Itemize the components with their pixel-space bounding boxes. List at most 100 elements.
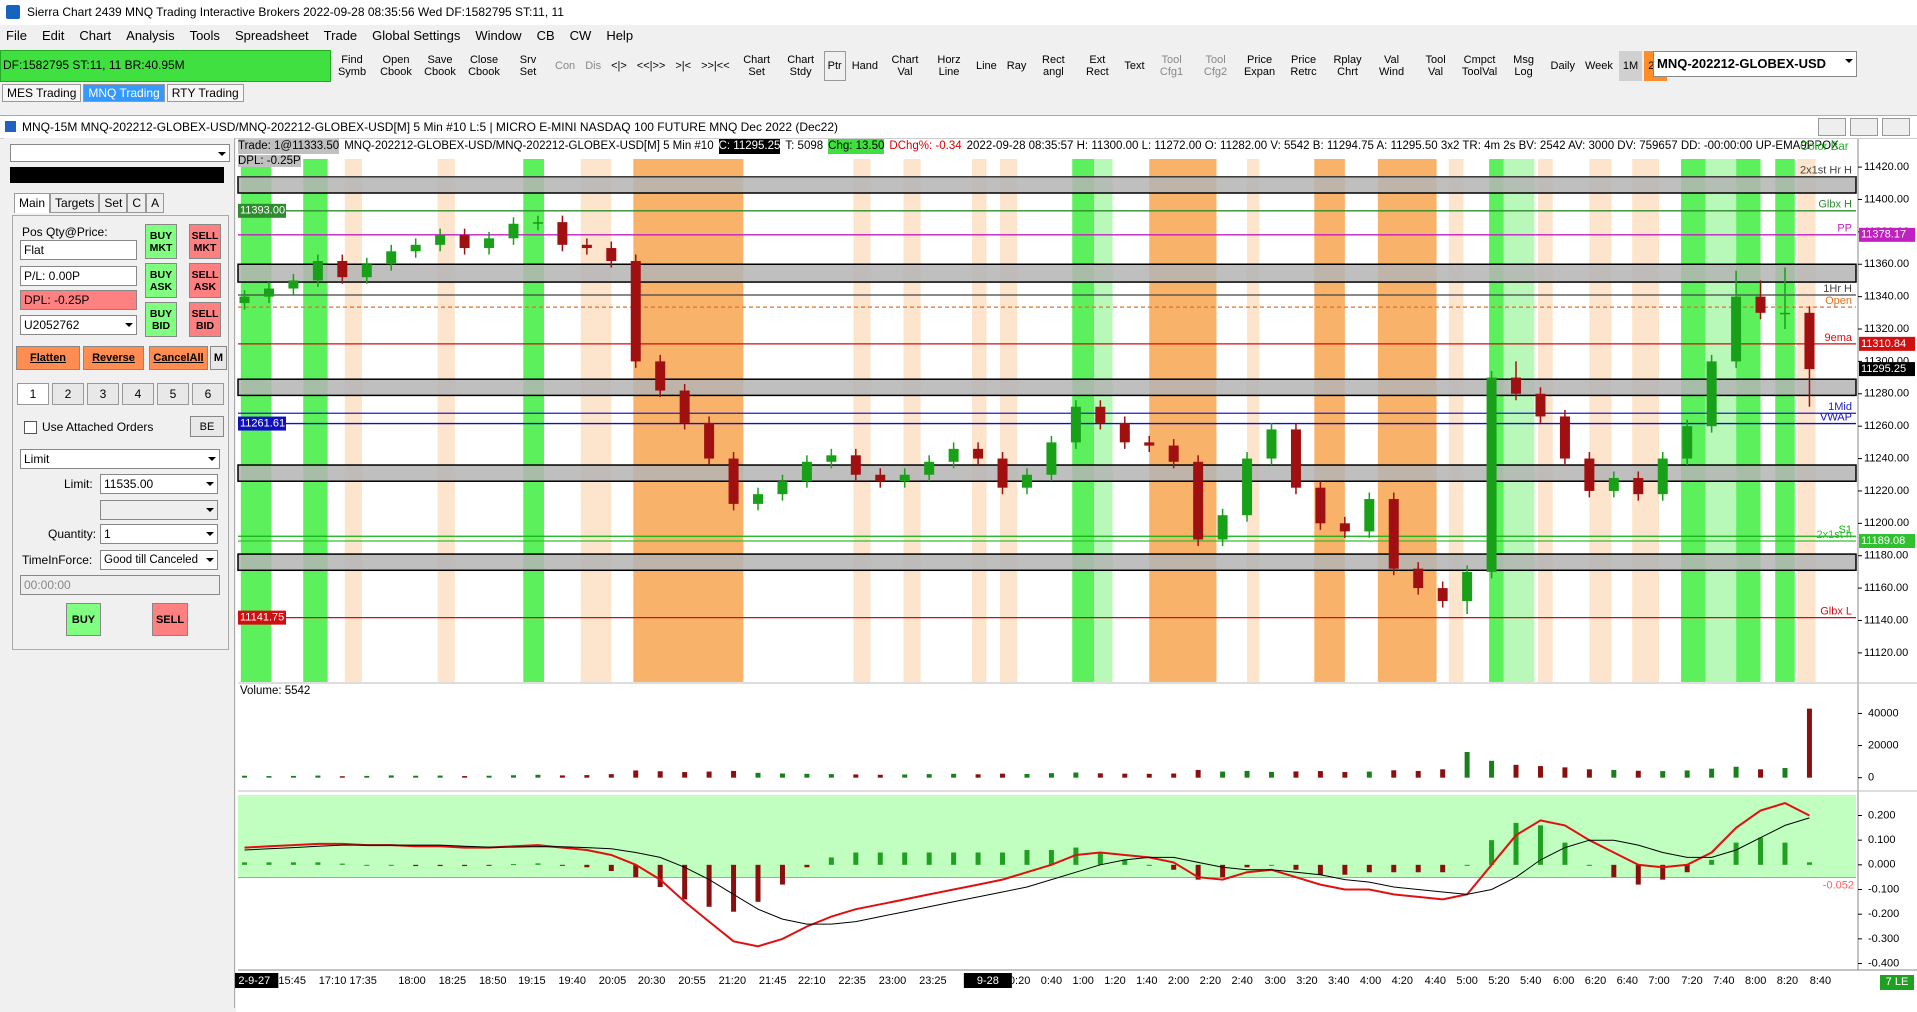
panel-tab[interactable]: Main [14,193,51,213]
toolbar-button[interactable]: Val Wind [1379,54,1405,78]
menu-item[interactable]: File [6,28,27,43]
quantity-button[interactable]: 3 [87,383,119,405]
toolbar-button[interactable]: Rplay Chrt [1333,54,1362,78]
quantity-button[interactable]: 1 [17,383,49,405]
chartbook-tabs: MES Trading MNQ Trading RTY Trading [2,84,244,102]
close-button[interactable] [1882,118,1910,136]
sell-order-button[interactable]: SELL BID [189,302,221,337]
panel-tab[interactable]: C [127,193,147,213]
toolbar-button[interactable]: Ray [1006,60,1027,72]
menu-item[interactable]: Analysis [126,28,175,43]
buy-order-button[interactable]: BUY MKT [145,224,177,259]
panel-tab[interactable]: A [146,193,165,213]
volume-bar [1097,773,1103,778]
quantity-button[interactable]: 2 [52,383,84,405]
be-button[interactable]: BE [190,416,224,437]
reverse-button[interactable]: Reverse [83,346,144,370]
toolbar-button[interactable]: Text [1124,60,1145,72]
toolbar-button[interactable]: Close Cbook [468,54,500,78]
x-tick-label: 0:20 [1009,975,1030,987]
sell-order-button[interactable]: SELL ASK [189,263,221,298]
toolbar-button[interactable]: Daily [1550,60,1575,72]
menu-item[interactable]: CB [536,28,555,43]
toolbar-button[interactable]: Tool Cfg1 [1159,54,1184,78]
x-tick-label: 19:40 [558,975,586,987]
panel-tab[interactable]: Set [99,193,128,213]
toolbar-button[interactable]: Tool Val [1425,54,1446,78]
candle-body [1535,393,1546,417]
chartbook-tab[interactable]: MES Trading [2,84,82,102]
toolbar-button[interactable]: Ext Rect [1086,54,1109,78]
chartbook-tab[interactable]: RTY Trading [166,84,244,102]
buy-order-button[interactable]: BUY ASK [145,263,177,298]
toolbar-button[interactable]: Open Cbook [380,54,412,78]
toolbar-button[interactable]: Chart Val [891,54,919,78]
macd-histogram-bar [1024,850,1030,865]
minimize-button[interactable] [1818,118,1846,136]
toolbar-button[interactable]: Chart Set [743,54,771,78]
toolbar-button[interactable]: <|> [611,60,627,72]
menu-item[interactable]: Spreadsheet [234,28,309,43]
menu-item[interactable]: Trade [323,28,358,43]
toolbar-button[interactable]: Find Symb [337,54,367,78]
toolbar-button[interactable]: Horz Line [937,54,961,78]
time-input[interactable]: 00:00:00 [20,575,220,595]
toolbar-button[interactable]: Hand [851,60,878,72]
toolbar-button[interactable]: Save Cbook [424,54,456,78]
trade-select[interactable] [10,144,230,162]
toolbar-button[interactable]: Tool Cfg2 [1203,54,1228,78]
stop-input[interactable] [100,500,218,520]
quantity-button[interactable]: 5 [157,383,189,405]
tif-select[interactable]: Good till Canceled [100,550,218,570]
toolbar-button[interactable]: Rect angl [1042,54,1065,78]
y-tick-label: 11180.00 [1864,550,1908,562]
toolbar-button[interactable]: Price Expan [1243,54,1276,78]
toolbar-button[interactable]: >|< [675,60,692,72]
account[interactable]: U2052762 [20,315,137,335]
toolbar-button[interactable]: Line [976,60,997,72]
header-dpl: DPL: -0.25P [238,155,301,167]
menu-item[interactable]: Help [606,28,634,43]
m-button[interactable]: M [210,346,227,370]
maximize-button[interactable] [1850,118,1878,136]
toolbar-button[interactable]: Chart Stdy [787,54,815,78]
menu-item[interactable]: Edit [41,28,65,43]
menu-item[interactable]: Tools [189,28,220,43]
toolbar-button[interactable]: Con [555,60,576,72]
toolbar-button[interactable]: Price Retrc [1290,54,1317,78]
macd-histogram-bar [902,852,908,865]
sell-button[interactable]: SELL [152,603,188,636]
buy-button[interactable]: BUY [66,603,101,636]
limit-input[interactable]: 11535.00 [100,474,218,494]
quantity-button[interactable]: 4 [122,383,154,405]
volume-bar [510,775,516,778]
cancelall-button[interactable]: CancelAll [149,346,208,370]
toolbar-button[interactable]: Ptr [823,51,846,81]
chartbook-tab[interactable]: MNQ Trading [83,84,165,102]
macd-histogram-bar [1733,842,1739,865]
toolbar-button[interactable]: <<|>> [636,60,666,72]
symbol-select[interactable]: MNQ-202212-GLOBEX-USD [1653,51,1857,77]
toolbar-button[interactable]: >>|<< [701,60,730,72]
toolbar-button[interactable]: Srv Set [519,54,537,78]
menu-item[interactable]: Window [475,28,522,43]
toolbar-button[interactable]: Cmpct ToolVal [1461,54,1498,78]
quantity-button[interactable]: 6 [192,383,224,405]
checkbox[interactable] [24,421,37,434]
quantity-input[interactable]: 1 [100,524,218,544]
buy-order-button[interactable]: BUY BID [145,302,177,337]
toolbar-button[interactable]: Week [1585,60,1613,72]
toolbar-button[interactable]: 1M [1618,51,1643,81]
sell-order-button[interactable]: SELL MKT [189,224,221,259]
toolbar-button[interactable]: Dis [585,60,602,72]
flatten-button[interactable]: Flatten [16,346,80,370]
macd-histogram-bar [1244,864,1250,868]
order-type[interactable]: Limit [20,449,220,469]
menu-item[interactable]: CW [569,28,592,43]
menu-item[interactable]: Global Settings [372,28,461,43]
candle-body [1315,487,1326,524]
macd-histogram-bar [486,864,492,866]
toolbar-button[interactable]: Msg Log [1513,54,1534,78]
panel-tab[interactable]: Targets [50,193,100,213]
menu-item[interactable]: Chart [79,28,112,43]
